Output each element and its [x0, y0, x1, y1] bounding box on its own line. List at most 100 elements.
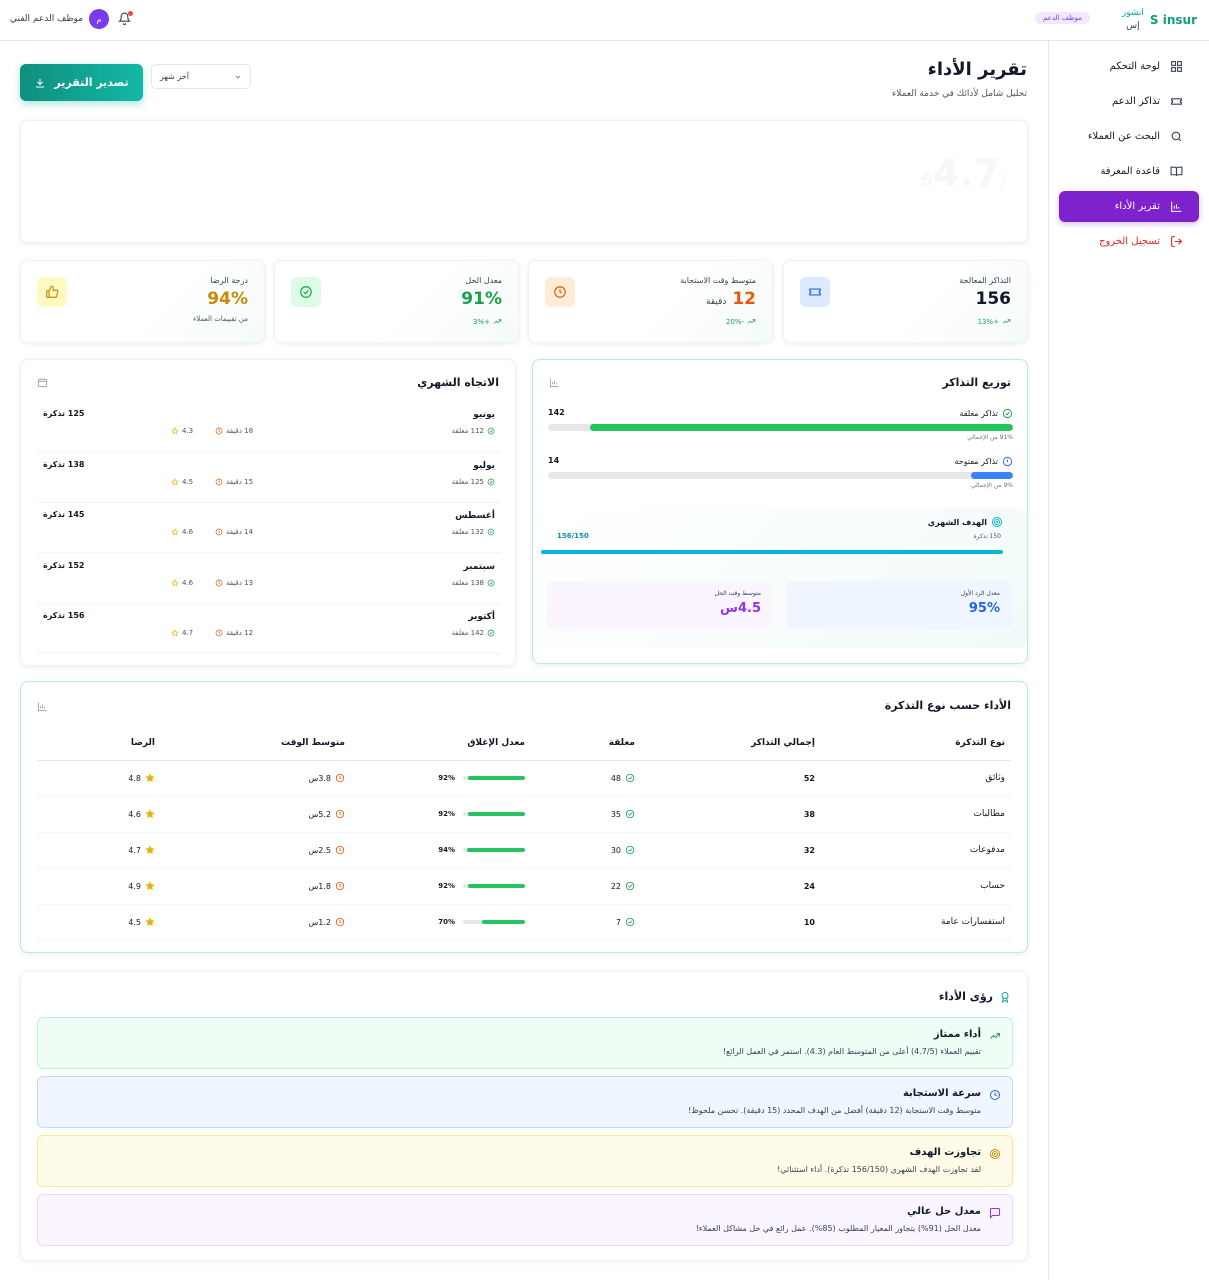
sidebar-item-tickets[interactable]: تذاكر الدعم — [1059, 86, 1199, 117]
stat-label: متوسط وقت الاستجابة — [680, 276, 756, 285]
month-closed: 138 مغلقة — [452, 579, 495, 587]
logo[interactable]: S insur انشور إس — [1122, 7, 1197, 33]
clock-icon — [989, 1089, 1001, 1101]
stat-trend-value: +3% — [473, 317, 490, 326]
monthly-trend-card: الاتجاه الشهري يونيو 125 تذكرة 112 مغلقة 18… — [20, 359, 516, 666]
clock-icon — [215, 528, 223, 536]
table-row: وثائق 52 48 92% 3.8س 4.8 — [37, 760, 1011, 797]
insight-text: لقد تجاوزت الهدف الشهري (156/150 تذكرة).… — [777, 1165, 981, 1174]
main-content: تقرير الأداء تحليل شامل لأدائك في خدمة ا… — [0, 41, 1048, 1280]
time-value: 3.8س — [167, 773, 345, 783]
sidebar-nav: لوحة التحكم تذاكر الدعم البحث عن العملاء… — [1049, 41, 1209, 257]
book-icon — [1170, 166, 1183, 176]
stat-value: 12 دقيقة — [703, 289, 756, 309]
rate-text: 70% — [438, 918, 455, 926]
sidebar-item-label: البحث عن العملاء — [1087, 131, 1160, 142]
period-select-value: آخر شهر — [160, 72, 189, 81]
stat-card-tickets-processed: التذاكر المعالجة 156 +13% — [783, 260, 1028, 343]
time-value: 1.2س — [167, 917, 345, 927]
stat-trend: +13% — [978, 317, 1011, 326]
download-icon — [36, 78, 45, 87]
export-report-button[interactable]: تصدير التقرير — [20, 64, 143, 101]
insight-icon-wrap — [989, 1207, 1001, 1222]
distribution-fill — [971, 472, 1013, 479]
closed-cell: 7 — [531, 904, 641, 941]
month-time: 18 دقيقة — [215, 427, 253, 435]
month-rating: 4.5 — [171, 478, 193, 486]
list-item: أكتوبر 156 تذكرة 142 مغلقة 12 دقيقة 4.7 — [37, 606, 501, 654]
insight-text: متوسط وقت الاستجابة (12 دقيقة) أفضل من ا… — [688, 1106, 981, 1115]
sidebar-item-dashboard[interactable]: لوحة التحكم — [1059, 51, 1199, 82]
time-text: 1.2س — [308, 917, 332, 927]
table-row: حساب 24 22 92% 1.8س 4.9 — [37, 868, 1011, 905]
distribution-label-text: تذاكر مغلقة — [959, 409, 998, 418]
month-tickets: 138 تذكرة — [43, 459, 85, 469]
closed-value: 30 — [537, 845, 635, 855]
time-value: 2.5س — [167, 845, 345, 855]
check-circle-icon — [625, 809, 635, 819]
sidebar-item-label: تذاكر الدعم — [1112, 96, 1160, 107]
period-select[interactable]: آخر شهر — [151, 64, 251, 89]
rating-value: 4.9 — [43, 881, 155, 891]
ticket-distribution-card: توزيع التذاكر تذاكر مغلقة 142 91% من الإ… — [532, 359, 1028, 664]
target-icon — [989, 1148, 1001, 1160]
stat-unit: دقيقة — [706, 297, 727, 307]
rating-score: /54.7 — [921, 151, 1007, 195]
month-closed-text: 112 مغلقة — [451, 427, 484, 435]
sidebar-item-performance-report[interactable]: تقرير الأداء — [1059, 191, 1199, 222]
rate-cell: 94% — [351, 832, 531, 869]
stat-label: التذاكر المعالجة — [959, 276, 1011, 285]
sidebar-item-logout[interactable]: تسجيل الخروج — [1059, 226, 1199, 257]
trend-up-icon — [1002, 319, 1011, 324]
rate-cell: 92% — [351, 868, 531, 905]
first-response-rate: معدل الرد الأول 95% — [786, 581, 1012, 629]
insight-item: تجاوزت الهدف لقد تجاوزت الهدف الشهري (156… — [37, 1135, 1013, 1187]
stat-trend-value: -20% — [725, 317, 744, 326]
list-item: أغسطس 145 تذكرة 132 مغلقة 14 دقيقة 4.6 — [37, 505, 501, 553]
star-icon — [145, 917, 155, 927]
check-circle-icon — [487, 629, 495, 637]
logo-arabic-line1: انشور — [1121, 8, 1144, 18]
mini-value: 4.5س — [720, 601, 761, 616]
month-rating: 4.7 — [171, 629, 193, 637]
sidebar-item-knowledge-base[interactable]: قاعدة المعرفة — [1059, 156, 1199, 187]
distribution-percent: 9% من الإجمالي — [970, 482, 1013, 489]
distribution-track — [548, 472, 1013, 479]
clock-icon — [335, 809, 345, 819]
month-tickets: 125 تذكرة — [43, 409, 85, 418]
notifications-button[interactable] — [118, 11, 133, 25]
goal-progress-text: 156/150 — [557, 532, 589, 540]
insights-card: رؤى الأداء أداء ممتاز تقييم العملاء (4.7/… — [20, 971, 1028, 1261]
stat-card-avg-response-time: متوسط وقت الاستجابة 12 دقيقة -20% — [528, 260, 773, 343]
closed-value: 7 — [537, 917, 635, 927]
search-icon — [1171, 131, 1182, 142]
check-circle-icon — [487, 528, 495, 536]
sidebar-item-customer-search[interactable]: البحث عن العملاء — [1059, 121, 1199, 152]
star-icon — [171, 528, 179, 536]
list-item: يونيو 125 تذكرة 112 مغلقة 18 دقيقة 4.3 — [37, 404, 501, 452]
stat-trend-value: +13% — [977, 317, 999, 326]
stat-subtext: من تقييمات العملاء — [193, 315, 248, 323]
sidebar-item-label: لوحة التحكم — [1109, 61, 1160, 72]
user-menu[interactable]: موظف الدعم الفني م — [10, 9, 110, 29]
column-header: نوع التذكرة — [821, 727, 1011, 761]
rating-value: 4.8 — [43, 773, 155, 783]
time-cell: 1.2س — [161, 904, 351, 941]
month-rating: 4.6 — [171, 579, 193, 587]
closed-text: 30 — [610, 845, 621, 855]
ticket-icon — [800, 277, 830, 307]
type-cell: مدفوعات — [821, 832, 1011, 869]
closed-value: 35 — [537, 809, 635, 819]
month-closed: 142 مغلقة — [452, 629, 495, 637]
star-icon — [145, 845, 155, 855]
star-icon — [171, 629, 179, 637]
closed-text: 35 — [610, 809, 621, 819]
total-cell: 24 — [641, 868, 821, 905]
rating-text: 4.5 — [128, 917, 141, 927]
list-item: سبتمبر 152 تذكرة 138 مغلقة 13 دقيقة 4.6 — [37, 556, 501, 604]
column-header: متوسط الوقت — [161, 727, 351, 761]
section-title: رؤى الأداء — [938, 990, 993, 1003]
month-rating-text: 4.6 — [182, 578, 194, 587]
month-time-text: 15 دقيقة — [226, 477, 254, 486]
clock-icon — [545, 277, 575, 307]
